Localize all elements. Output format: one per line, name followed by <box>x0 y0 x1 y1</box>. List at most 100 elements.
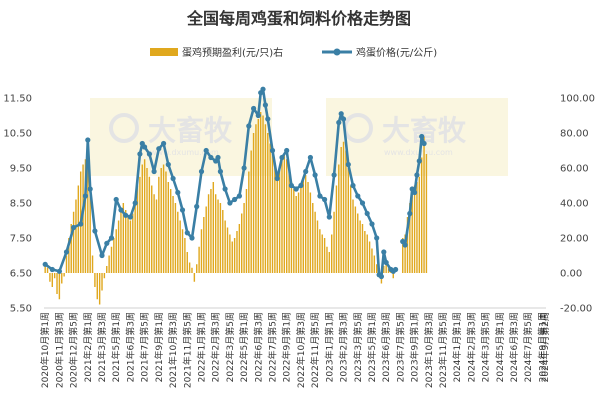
profit-bar <box>188 262 191 273</box>
left-axis: 5.50 6.50 7.50 8.50 9.50 10.50 11.50 <box>3 94 32 315</box>
profit-bar <box>68 238 70 273</box>
profit-bar <box>91 255 94 273</box>
legend-label-profit: 蛋鸡预期盈利(元/只)右 <box>182 46 283 59</box>
x-axis-tick-label: 2021年11月第5周 <box>181 312 193 388</box>
profit-bar <box>385 262 387 273</box>
profit-bar <box>283 154 286 273</box>
profit-bar <box>58 273 61 300</box>
chart-title: 全国每周鸡蛋和饲料价格走势图 <box>186 9 411 28</box>
profit-bar <box>89 194 91 273</box>
x-axis-tick-label: 2022年2月第3周 <box>210 312 222 382</box>
x-axis-tick-label: 2024年5月第1周 <box>494 312 506 382</box>
x-axis-tick-label: 2024年3月第5周 <box>480 312 492 382</box>
egg-price-point <box>127 214 133 220</box>
egg-price-point <box>419 133 425 140</box>
egg-price-point <box>322 196 328 203</box>
profit-bar <box>425 154 428 273</box>
x-axis-tick-label: 2024年1月第1周 <box>451 312 463 382</box>
profit-bar <box>214 194 217 273</box>
profit-bar <box>423 136 425 273</box>
x-axis-tick-label: 2022年10月第3周 <box>295 312 307 388</box>
profit-bar <box>61 273 63 284</box>
profit-bar <box>290 182 293 273</box>
profit-bar <box>309 192 312 273</box>
profit-bar <box>229 234 231 273</box>
egg-price-point <box>198 168 205 175</box>
right-axis-tick-label: 0.00 <box>560 269 582 280</box>
profit-bar <box>357 213 359 273</box>
x-axis-tick-label: 2022年9月第1周 <box>281 312 293 382</box>
x-axis-tick-label: 2023年9月第1周 <box>409 312 421 382</box>
x-axis-tick-label: 2021年10月第3周 <box>167 312 179 388</box>
watermark-url-2: www.dxumu.com <box>384 148 453 157</box>
profit-bar <box>103 273 106 279</box>
profit-bar <box>129 220 132 273</box>
profit-bar <box>53 273 56 279</box>
profit-bar <box>155 199 158 273</box>
legend-marker-egg-price <box>333 48 341 56</box>
egg-price-point <box>350 182 356 189</box>
egg-price-point <box>383 259 389 266</box>
egg-price-point <box>118 207 124 213</box>
profit-bar <box>217 199 219 273</box>
egg-price-point <box>274 175 280 182</box>
egg-price-point <box>262 102 268 108</box>
profit-bar <box>77 185 80 273</box>
profit-bar <box>122 203 125 273</box>
profit-bar <box>328 252 331 273</box>
egg-price-point <box>146 151 152 157</box>
profit-bar <box>295 196 297 273</box>
right-axis-tick-label: 60.00 <box>560 164 589 175</box>
egg-price-point <box>71 224 77 231</box>
profit-bar <box>255 124 257 273</box>
egg-price-point <box>189 235 195 241</box>
profit-bar <box>210 189 212 273</box>
profit-bar <box>314 211 316 273</box>
profit-bar <box>257 119 260 273</box>
x-axis: 2020年10月第1周 2020年11月第3周 2020年12月第5周 2021年2月… <box>39 307 551 388</box>
egg-price-point <box>217 168 223 175</box>
profit-bar <box>364 231 366 273</box>
egg-price-point <box>255 112 261 119</box>
egg-price-point <box>369 221 375 227</box>
profit-bar <box>413 185 416 273</box>
profit-bar <box>286 159 288 273</box>
x-axis-tick-label: 2023年1月第1周 <box>323 312 335 382</box>
egg-price-point <box>203 147 209 154</box>
egg-price-point <box>265 116 271 122</box>
egg-price-point <box>421 140 427 147</box>
profit-bar <box>174 203 177 273</box>
profit-bar <box>98 273 101 305</box>
profit-bar <box>349 185 352 273</box>
profit-bar <box>167 182 170 273</box>
egg-price-point <box>151 168 157 175</box>
profit-bar <box>222 210 224 273</box>
egg-price-point <box>222 186 228 192</box>
profit-bar <box>233 238 236 273</box>
x-axis-tick-label: 2023年11月第5周 <box>437 312 449 388</box>
profit-bar <box>276 176 278 273</box>
profit-bar <box>274 168 276 273</box>
egg-price-point <box>142 144 148 150</box>
profit-bar <box>312 203 314 273</box>
egg-price-point <box>407 210 413 217</box>
egg-price-point <box>161 140 167 147</box>
profit-bar <box>307 182 309 273</box>
profit-bar <box>243 203 245 273</box>
profit-bar <box>300 185 302 273</box>
egg-price-point <box>184 230 190 236</box>
profit-bar <box>281 157 283 273</box>
egg-price-point <box>104 240 110 246</box>
legend: 蛋鸡预期盈利(元/只)右 鸡蛋价格(元/公斤) <box>150 46 437 59</box>
egg-price-point <box>307 154 313 161</box>
profit-bar <box>238 224 241 273</box>
egg-price-point <box>175 189 181 196</box>
egg-price-point <box>179 207 186 213</box>
egg-price-point <box>288 182 294 189</box>
profit-bar <box>340 147 342 273</box>
egg-price-point <box>241 165 247 171</box>
egg-price-point <box>251 105 257 112</box>
profit-bar <box>373 255 376 273</box>
profit-bar <box>110 246 113 273</box>
egg-price-point <box>236 193 242 199</box>
